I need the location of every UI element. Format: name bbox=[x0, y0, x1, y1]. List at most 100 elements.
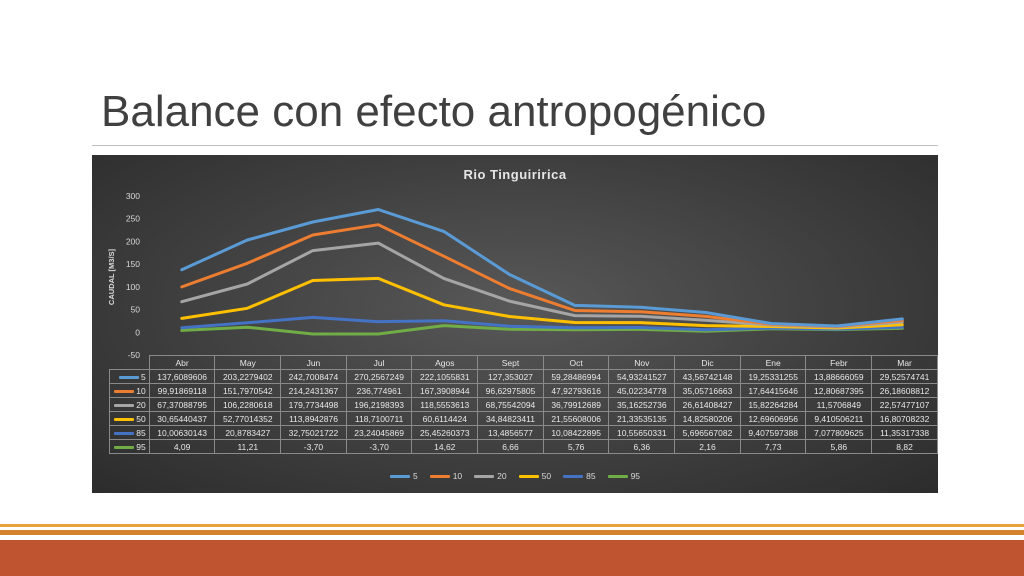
table-cell: 127,353027 bbox=[477, 369, 544, 384]
legend-item: 20 bbox=[474, 471, 507, 481]
legend-item: 95 bbox=[607, 471, 641, 481]
legend-item: 85 bbox=[563, 471, 596, 481]
table-row: 85 10,00630143 20,8783427 32,75021722 23,240… bbox=[109, 425, 938, 440]
legend-label: 95 bbox=[630, 471, 641, 481]
table-header-cell: Agos bbox=[411, 355, 479, 370]
legend-label: 85 bbox=[586, 471, 596, 481]
series-swatch bbox=[114, 389, 135, 393]
y-tick-label: 150 bbox=[126, 259, 140, 269]
chart-title: Rio Tinguiririca bbox=[463, 167, 566, 182]
series-swatch bbox=[114, 431, 135, 435]
table-cell: 17,64415646 bbox=[739, 383, 807, 398]
table-cell: 59,28486994 bbox=[542, 369, 610, 384]
table-cell: 9,410506211 bbox=[805, 411, 873, 426]
table-cell: 11,5706849 bbox=[805, 397, 873, 412]
table-header-cell: Abr bbox=[148, 355, 216, 370]
table-cell: 5,696567082 bbox=[674, 425, 741, 440]
table-cell: 96,62975805 bbox=[477, 383, 544, 398]
table-cell: 35,16252736 bbox=[608, 397, 676, 412]
table-cell: 9,407597388 bbox=[739, 425, 807, 440]
table-cell: 12,80687395 bbox=[805, 383, 873, 398]
table-cell: 25,45260373 bbox=[411, 425, 479, 440]
table-row-key: 95 bbox=[109, 439, 150, 454]
table-cell: 8,82 bbox=[871, 439, 938, 454]
table-cell: 10,55650331 bbox=[608, 425, 676, 440]
table-cell: 20,8783427 bbox=[214, 425, 282, 440]
table-cell: 26,61408427 bbox=[674, 397, 741, 412]
table-cell: 26,18608812 bbox=[871, 383, 938, 398]
table-cell: 19,25331255 bbox=[739, 369, 807, 384]
y-axis-ticks: 300 250 200 150 100 50 0 -50 bbox=[126, 191, 140, 360]
table-cell: 137,6089606 bbox=[148, 369, 216, 384]
table-cell: 214,2431367 bbox=[280, 383, 347, 398]
legend-line-icon bbox=[389, 475, 410, 479]
table-cell: 179,7734498 bbox=[280, 397, 347, 412]
table-cell: 36,79912689 bbox=[542, 397, 610, 412]
table-cell: 68,75542094 bbox=[477, 397, 544, 412]
table-cell: 236,774961 bbox=[345, 383, 413, 398]
table-cell: 7,73 bbox=[739, 439, 807, 454]
table-cell: 203,2279402 bbox=[214, 369, 282, 384]
footer-accent-line-2 bbox=[0, 530, 1024, 535]
footer-band bbox=[0, 540, 1024, 576]
slide-title: Balance con efecto antropogénico bbox=[101, 87, 767, 136]
table-cell: -3,70 bbox=[280, 439, 347, 454]
table-cell: 14,82580206 bbox=[674, 411, 741, 426]
table-row: 50 30,65440437 52,77014352 113,8942876 118,7… bbox=[109, 411, 938, 426]
table-header-cell: Jul bbox=[345, 355, 413, 370]
table-cell: 30,65440437 bbox=[148, 411, 216, 426]
legend-label: 10 bbox=[452, 471, 463, 481]
table-row-key: 20 bbox=[109, 397, 150, 412]
table-cell: 52,77014352 bbox=[214, 411, 282, 426]
table-cell: 15,82264284 bbox=[739, 397, 807, 412]
table-cell: 13,4856577 bbox=[477, 425, 544, 440]
table-cell: 242,7008474 bbox=[280, 369, 347, 384]
table-row-key: 85 bbox=[109, 425, 150, 440]
table-row-key: 10 bbox=[109, 383, 150, 398]
table-cell: 21,33535135 bbox=[608, 411, 676, 426]
table-cell: 32,75021722 bbox=[280, 425, 347, 440]
table-cell: 11,21 bbox=[214, 439, 282, 454]
table-cell: 6,36 bbox=[608, 439, 676, 454]
table-cell: 54,93241527 bbox=[608, 369, 676, 384]
table-cell: -3,70 bbox=[345, 439, 413, 454]
y-tick-label: 50 bbox=[131, 305, 141, 315]
series-swatch bbox=[114, 445, 135, 449]
y-tick-label: -50 bbox=[128, 350, 141, 360]
table-header-cell: Febr bbox=[805, 355, 873, 370]
table-cell: 10,00630143 bbox=[148, 425, 216, 440]
series-swatch bbox=[114, 403, 135, 407]
legend: 5 10 20 50 85 95 bbox=[92, 471, 938, 481]
line-chart: Rio Tinguiririca CAUDAL [M3/S] 300 250 200… bbox=[107, 167, 904, 360]
table-cell: 151,7970542 bbox=[214, 383, 282, 398]
table-cell: 10,08422895 bbox=[542, 425, 610, 440]
legend-item: 50 bbox=[518, 471, 552, 481]
series-line-10 bbox=[180, 223, 904, 328]
legend-label: 5 bbox=[412, 471, 418, 481]
table-header-cell: Sept bbox=[477, 355, 544, 370]
table-cell: 5,76 bbox=[542, 439, 610, 454]
table-cell: 6,66 bbox=[477, 439, 544, 454]
y-tick-label: 300 bbox=[126, 191, 140, 201]
series-name: 20 bbox=[136, 399, 146, 410]
table-cell: 4,09 bbox=[148, 439, 216, 454]
table-cell: 21,55608006 bbox=[542, 411, 610, 426]
series-name: 10 bbox=[136, 385, 146, 396]
table-cell: 43,56742148 bbox=[674, 369, 741, 384]
table-row: 20 67,37088795 106,2280618 179,7734498 196,2… bbox=[109, 397, 938, 412]
y-axis-label: CAUDAL [M3/S] bbox=[107, 248, 116, 305]
table-cell: 5,86 bbox=[805, 439, 873, 454]
table-cell: 2,16 bbox=[674, 439, 741, 454]
table-cell: 13,88666059 bbox=[805, 369, 873, 384]
table-cell: 34,84823411 bbox=[477, 411, 544, 426]
legend-label: 50 bbox=[541, 471, 552, 481]
legend-item: 10 bbox=[429, 471, 463, 481]
footer-accent-line bbox=[0, 524, 1024, 527]
table-cell: 23,24045869 bbox=[345, 425, 413, 440]
table-row-key: 5 bbox=[109, 369, 150, 384]
y-tick-label: 200 bbox=[126, 236, 140, 246]
series-line-20 bbox=[180, 241, 904, 329]
y-tick-label: 250 bbox=[126, 214, 140, 224]
legend-line-icon bbox=[429, 475, 450, 479]
table-cell: 60,6114424 bbox=[411, 411, 479, 426]
